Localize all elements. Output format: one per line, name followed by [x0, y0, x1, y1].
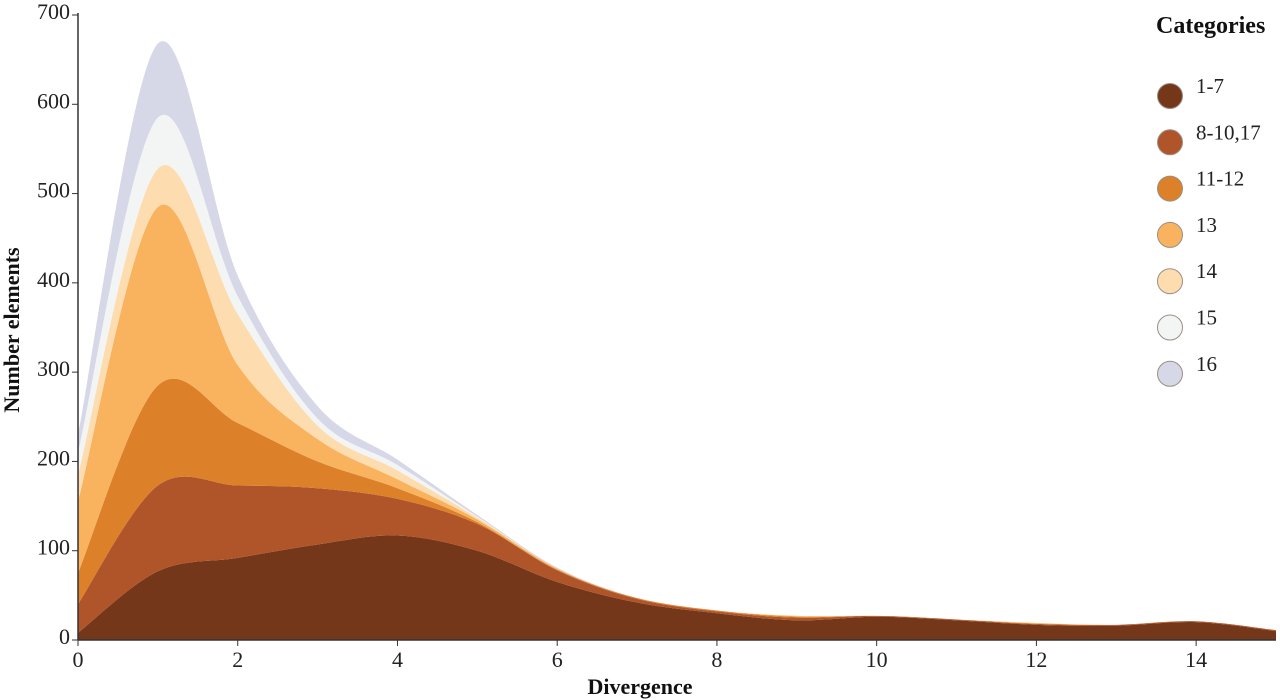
legend-swatch — [1157, 360, 1183, 387]
x-tick-label: 2 — [232, 647, 243, 672]
legend-swatch — [1157, 268, 1183, 295]
legend-item-8-10,17: 8-10,17 — [1157, 120, 1261, 156]
legend-title: Categories — [1156, 13, 1265, 39]
legend-label: 11-12 — [1196, 167, 1244, 191]
legend-swatch — [1157, 175, 1183, 202]
x-tick-label: 12 — [1025, 647, 1047, 672]
legend-label: 14 — [1196, 259, 1218, 283]
x-tick-label: 6 — [552, 647, 563, 672]
axes: 0 100 200 300 400 500 600 700 0 2 4 6 8 10 12 14 — [37, 0, 1276, 672]
legend-item-1-7: 1-7 — [1157, 74, 1224, 109]
area-series-1-7 — [78, 535, 1276, 640]
legend-item-14: 14 — [1157, 259, 1218, 295]
legend-swatch — [1157, 83, 1183, 109]
legend-item-13: 13 — [1157, 213, 1217, 248]
legend: Categories 1-7 8-10,17 11-12 13 14 15 16 — [1156, 13, 1265, 387]
y-tick-label: 500 — [37, 178, 70, 203]
area-series-11-12 — [78, 378, 1276, 631]
y-tick-label: 600 — [37, 88, 70, 113]
legend-item-16: 16 — [1157, 352, 1217, 387]
y-tick-label: 700 — [37, 0, 70, 24]
x-axis-title: Divergence — [587, 674, 692, 699]
x-tick-label: 4 — [392, 647, 403, 672]
legend-label: 13 — [1196, 213, 1217, 237]
legend-label: 1-7 — [1196, 74, 1224, 98]
area-series-8-10,17 — [78, 476, 1276, 633]
legend-label: 16 — [1196, 352, 1217, 376]
x-tick-label: 10 — [866, 647, 888, 672]
legend-item-11-12: 11-12 — [1157, 167, 1244, 202]
areas — [78, 41, 1276, 640]
legend-item-15: 15 — [1157, 306, 1217, 341]
legend-swatch — [1157, 314, 1183, 341]
y-tick-label: 400 — [37, 267, 70, 292]
legend-swatch — [1157, 129, 1183, 156]
y-tick-label: 200 — [37, 445, 70, 470]
legend-swatch — [1157, 221, 1183, 248]
x-tick-label: 0 — [73, 647, 84, 672]
y-tick-label: 0 — [59, 624, 70, 649]
legend-label: 15 — [1196, 306, 1217, 330]
x-tick-label: 8 — [711, 647, 722, 672]
y-tick-label: 100 — [37, 535, 70, 560]
y-axis-title: Number elements — [0, 247, 24, 413]
y-tick-label: 300 — [37, 356, 70, 381]
legend-label: 8-10,17 — [1196, 120, 1261, 144]
x-tick-label: 14 — [1185, 647, 1207, 672]
